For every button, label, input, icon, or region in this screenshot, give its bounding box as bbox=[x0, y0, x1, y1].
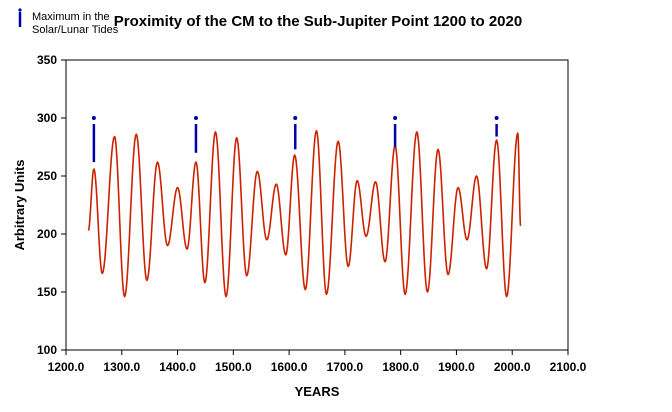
axis-ticks: 100 150 200 250 300 350 1200.0 1300.0 1400.0 1500… bbox=[37, 53, 587, 374]
x-tick-label: 1800.0 bbox=[382, 360, 419, 374]
tide-markers bbox=[91, 116, 499, 163]
tide-marker-dot bbox=[91, 116, 96, 120]
y-tick-label: 350 bbox=[37, 53, 57, 67]
legend-marker-dot bbox=[18, 8, 22, 12]
series-line-proximity bbox=[87, 129, 522, 298]
x-tick-label: 2000.0 bbox=[494, 360, 531, 374]
tide-marker-dot bbox=[393, 116, 398, 120]
y-axis-title: Arbitrary Units bbox=[12, 159, 27, 250]
legend-label-line2: Solar/Lunar Tides bbox=[32, 24, 119, 36]
y-tick-label: 100 bbox=[37, 343, 57, 357]
tide-marker-dot bbox=[293, 116, 298, 120]
chart-title: Proximity of the CM to the Sub-Jupiter P… bbox=[114, 13, 522, 30]
x-tick-label: 1200.0 bbox=[48, 360, 85, 374]
y-tick-label: 150 bbox=[37, 285, 57, 299]
x-tick-label: 1700.0 bbox=[327, 360, 364, 374]
x-tick-label: 1500.0 bbox=[215, 360, 252, 374]
series-lines bbox=[87, 129, 522, 298]
x-tick-label: 1900.0 bbox=[438, 360, 475, 374]
legend: Maximum in the Solar/Lunar Tides bbox=[18, 8, 119, 36]
tide-marker-dot bbox=[494, 116, 499, 120]
x-axis-title: YEARS bbox=[295, 384, 340, 399]
y-tick-label: 250 bbox=[37, 169, 57, 183]
y-tick-label: 200 bbox=[37, 227, 57, 241]
legend-label-line1: Maximum in the bbox=[32, 11, 110, 23]
x-tick-label: 1300.0 bbox=[103, 360, 140, 374]
x-tick-label: 1600.0 bbox=[271, 360, 308, 374]
plot-area bbox=[65, 59, 569, 351]
y-tick-label: 300 bbox=[37, 111, 57, 125]
x-tick-label: 1400.0 bbox=[159, 360, 196, 374]
tide-marker-dot bbox=[193, 116, 198, 120]
x-tick-label: 2100.0 bbox=[550, 360, 587, 374]
